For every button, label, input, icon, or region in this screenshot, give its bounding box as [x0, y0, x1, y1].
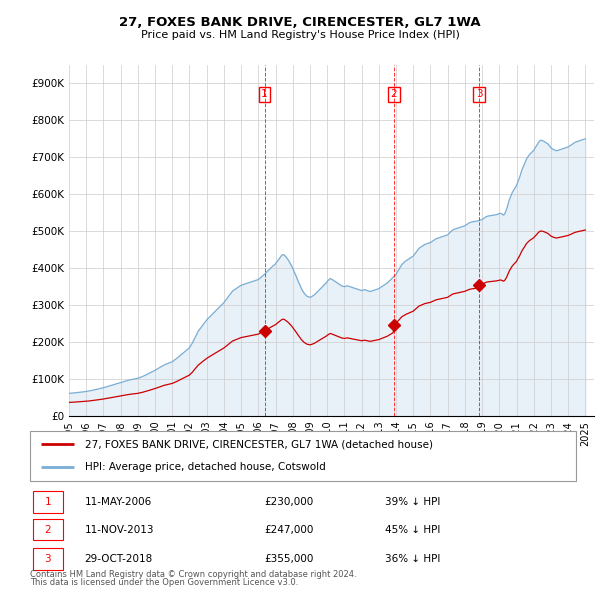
FancyBboxPatch shape [33, 548, 63, 570]
Text: 45% ↓ HPI: 45% ↓ HPI [385, 525, 440, 535]
Text: 1: 1 [44, 497, 51, 507]
Text: 1: 1 [261, 90, 268, 100]
FancyBboxPatch shape [30, 431, 576, 481]
Text: 11-MAY-2006: 11-MAY-2006 [85, 497, 152, 507]
Text: Price paid vs. HM Land Registry's House Price Index (HPI): Price paid vs. HM Land Registry's House … [140, 30, 460, 40]
Text: £247,000: £247,000 [265, 525, 314, 535]
Text: 27, FOXES BANK DRIVE, CIRENCESTER, GL7 1WA: 27, FOXES BANK DRIVE, CIRENCESTER, GL7 1… [119, 16, 481, 29]
Text: Contains HM Land Registry data © Crown copyright and database right 2024.: Contains HM Land Registry data © Crown c… [30, 571, 356, 579]
Text: 2: 2 [44, 525, 51, 535]
Text: 29-OCT-2018: 29-OCT-2018 [85, 554, 153, 564]
Text: 2: 2 [391, 90, 397, 100]
Text: 36% ↓ HPI: 36% ↓ HPI [385, 554, 440, 564]
Text: HPI: Average price, detached house, Cotswold: HPI: Average price, detached house, Cots… [85, 463, 325, 473]
Text: 3: 3 [476, 90, 482, 100]
Text: £230,000: £230,000 [265, 497, 314, 507]
Text: £355,000: £355,000 [265, 554, 314, 564]
Text: This data is licensed under the Open Government Licence v3.0.: This data is licensed under the Open Gov… [30, 578, 298, 587]
FancyBboxPatch shape [33, 519, 63, 540]
Text: 11-NOV-2013: 11-NOV-2013 [85, 525, 154, 535]
FancyBboxPatch shape [33, 491, 63, 513]
Text: 3: 3 [44, 554, 51, 564]
Text: 27, FOXES BANK DRIVE, CIRENCESTER, GL7 1WA (detached house): 27, FOXES BANK DRIVE, CIRENCESTER, GL7 1… [85, 439, 433, 449]
Text: 39% ↓ HPI: 39% ↓ HPI [385, 497, 440, 507]
